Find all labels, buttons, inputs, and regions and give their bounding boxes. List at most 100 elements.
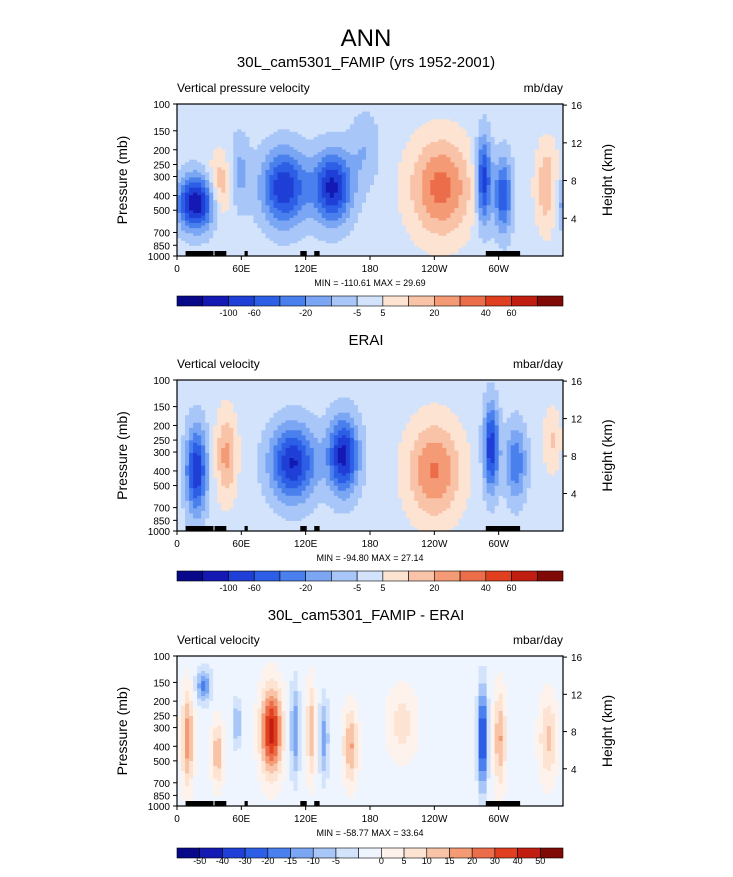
field-cell bbox=[522, 157, 528, 161]
field-cell bbox=[486, 162, 492, 166]
field-cell bbox=[197, 167, 202, 171]
field-cell bbox=[177, 215, 182, 219]
field-cell bbox=[265, 190, 271, 194]
field-cell bbox=[205, 177, 210, 181]
field-cell bbox=[341, 210, 347, 214]
field-cell bbox=[394, 187, 399, 191]
field-cell bbox=[221, 233, 226, 237]
field-cell bbox=[510, 164, 516, 168]
field-cell bbox=[305, 233, 311, 237]
field-cell bbox=[333, 215, 339, 219]
field-cell bbox=[205, 124, 210, 128]
field-cell bbox=[518, 124, 524, 128]
field-cell bbox=[386, 144, 391, 148]
field-cell bbox=[510, 230, 516, 234]
field-cell bbox=[305, 139, 311, 143]
field-cell bbox=[205, 185, 210, 189]
field-cell bbox=[325, 159, 331, 163]
field-cell bbox=[337, 167, 343, 171]
field-cell bbox=[430, 187, 435, 191]
field-cell bbox=[265, 197, 271, 201]
field-cell bbox=[534, 114, 540, 118]
field-cell bbox=[458, 228, 464, 232]
field-cell bbox=[309, 154, 315, 158]
field-cell bbox=[293, 152, 299, 156]
field-cell bbox=[506, 225, 512, 229]
field-cell bbox=[426, 167, 431, 171]
field-cell bbox=[333, 111, 339, 115]
field-cell bbox=[337, 139, 343, 143]
field-cell bbox=[209, 172, 214, 176]
field-cell bbox=[382, 129, 387, 133]
field-cell bbox=[325, 119, 331, 123]
field-cell bbox=[550, 230, 556, 234]
field-cell bbox=[209, 210, 214, 214]
field-cell bbox=[494, 182, 500, 186]
field-cell bbox=[422, 124, 427, 128]
field-cell bbox=[365, 177, 371, 181]
field-cell bbox=[518, 159, 524, 163]
field-cell bbox=[281, 212, 287, 217]
field-cell bbox=[458, 116, 464, 120]
field-cell bbox=[382, 200, 387, 204]
field-cell bbox=[197, 111, 202, 115]
field-cell bbox=[410, 174, 415, 179]
field-cell bbox=[297, 218, 303, 222]
field-cell bbox=[289, 182, 295, 186]
field-cell bbox=[265, 233, 271, 237]
field-cell bbox=[329, 147, 335, 151]
field-cell bbox=[382, 111, 387, 115]
field-cell bbox=[370, 202, 375, 206]
field-cell bbox=[333, 124, 339, 128]
field-cell bbox=[213, 190, 218, 194]
field-cell bbox=[434, 190, 439, 194]
field-cell bbox=[333, 119, 339, 123]
field-cell bbox=[209, 106, 214, 110]
field-cell bbox=[510, 139, 516, 143]
field-cell bbox=[454, 182, 460, 186]
field-cell bbox=[233, 182, 238, 186]
field-cell bbox=[257, 149, 263, 153]
field-cell bbox=[382, 157, 387, 161]
field-cell bbox=[209, 233, 214, 237]
field-cell bbox=[390, 182, 395, 186]
field-cell bbox=[309, 228, 315, 232]
field-cell bbox=[305, 119, 311, 123]
field-cell bbox=[398, 185, 403, 189]
field-cell bbox=[209, 139, 214, 143]
field-cell bbox=[229, 220, 234, 224]
field-cell bbox=[345, 202, 351, 206]
field-cell bbox=[277, 139, 283, 143]
field-cell bbox=[265, 202, 271, 206]
field-cell bbox=[542, 164, 548, 168]
field-cell bbox=[249, 109, 254, 113]
field-cell bbox=[478, 139, 484, 143]
field-cell bbox=[329, 195, 335, 199]
field-cell bbox=[414, 223, 419, 227]
field-cell bbox=[458, 162, 464, 166]
field-cell bbox=[386, 197, 391, 201]
field-cell bbox=[233, 121, 238, 125]
field-cell bbox=[281, 200, 287, 204]
field-cell bbox=[193, 177, 198, 181]
field-cell bbox=[490, 223, 496, 227]
field-cell bbox=[474, 167, 480, 171]
field-cell bbox=[538, 144, 544, 148]
field-cell bbox=[253, 116, 259, 120]
field-cell bbox=[329, 225, 335, 229]
field-cell bbox=[554, 147, 560, 151]
field-cell bbox=[490, 126, 496, 130]
field-cell bbox=[478, 192, 484, 196]
field-cell bbox=[325, 197, 331, 201]
field-cell bbox=[374, 154, 379, 158]
field-cell bbox=[442, 142, 447, 146]
field-cell bbox=[370, 225, 375, 229]
field-cell bbox=[333, 106, 339, 110]
field-cell bbox=[406, 139, 411, 143]
field-cell bbox=[466, 142, 472, 146]
field-cell bbox=[394, 225, 399, 229]
field-cell bbox=[434, 230, 439, 234]
field-cell bbox=[502, 114, 508, 118]
field-cell bbox=[317, 136, 323, 141]
field-cell bbox=[466, 149, 472, 153]
